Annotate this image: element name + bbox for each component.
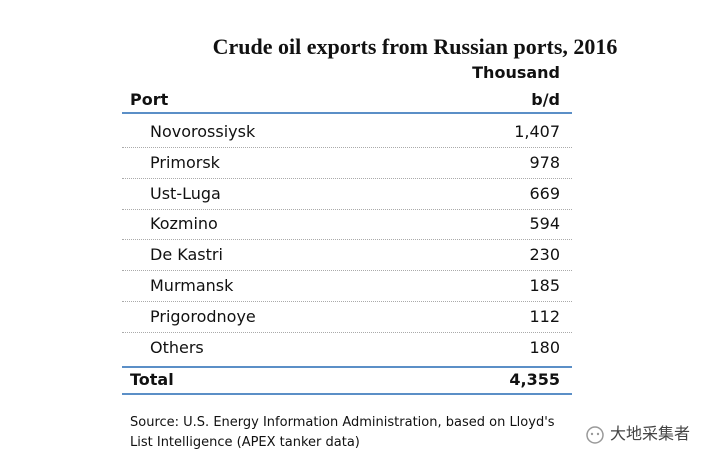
- port-name: Prigorodnoye: [150, 306, 256, 326]
- export-value: 978: [529, 152, 560, 172]
- export-value: 594: [529, 214, 560, 234]
- export-value: 185: [529, 276, 560, 295]
- export-value: 669: [529, 183, 560, 203]
- export-value: 230: [529, 245, 560, 265]
- total-rule: [122, 366, 572, 368]
- unit-header: b/d: [531, 90, 560, 109]
- port-name: De Kastri: [150, 245, 223, 265]
- row-separator: [122, 208, 572, 210]
- source: Source: U.S. Energy Information Administ…: [130, 415, 555, 430]
- title: Crude oil exports from Russian ports, 20…: [212, 34, 618, 59]
- row-separator: [122, 147, 572, 148]
- watermark-icon: [586, 426, 604, 444]
- source: List Intelligence (APEX tanker data): [130, 435, 360, 450]
- row-separator: [122, 239, 572, 241]
- port-name: Novorossiysk: [150, 122, 256, 141]
- total-value: 4,355: [509, 370, 560, 389]
- export-value: 180: [529, 337, 560, 357]
- row-separator: [122, 331, 572, 333]
- total-label: Total: [130, 370, 174, 389]
- export-value: 1,407: [514, 122, 560, 141]
- port-name: Others: [150, 337, 204, 357]
- port-name: Primorsk: [150, 152, 220, 172]
- watermark: 大地采集者: [610, 424, 691, 443]
- unit-header: Thousand: [472, 63, 560, 82]
- port-name: Kozmino: [150, 214, 218, 234]
- port-name: Ust-Luga: [150, 183, 221, 203]
- export-value: 112: [529, 306, 560, 326]
- row-separator: [122, 301, 572, 302]
- total-rule: [122, 393, 572, 395]
- row-separator: [122, 177, 572, 179]
- port-name: Murmansk: [150, 276, 234, 295]
- port-header: Port: [130, 90, 169, 109]
- header-rule: [122, 112, 572, 114]
- row-separator: [122, 270, 572, 272]
